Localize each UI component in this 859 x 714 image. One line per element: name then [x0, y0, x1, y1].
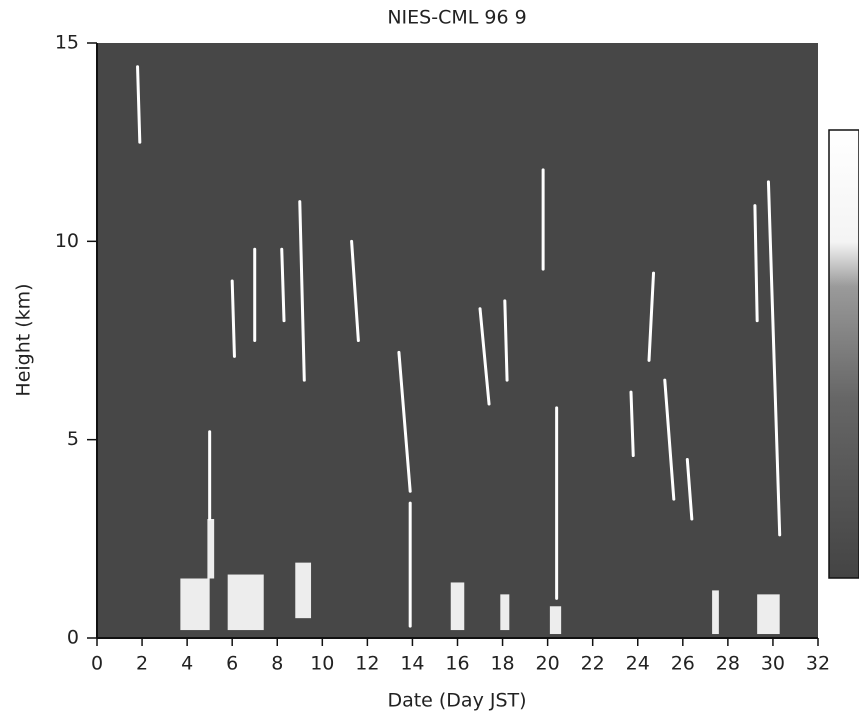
cloud-streak: [685, 458, 694, 521]
cloud-patch: [712, 590, 719, 635]
chart-title: NIES-CML 96 9: [387, 7, 526, 29]
x-tick-label: 28: [716, 653, 740, 675]
cloud-streak: [397, 350, 412, 493]
x-tick-label: 30: [761, 653, 785, 675]
x-tick-label: 22: [581, 653, 605, 675]
cloud-streak: [629, 390, 635, 458]
x-tick-label: 20: [536, 653, 560, 675]
x-tick-label: 16: [445, 653, 469, 675]
cloud-streak: [350, 239, 360, 342]
cloud-patch: [500, 594, 510, 631]
x-axis-label: Date (Day JST): [387, 690, 526, 712]
x-tick-label: 26: [671, 653, 695, 675]
plot-area: [97, 43, 818, 638]
cloud-streak: [503, 299, 509, 382]
cloud-patch: [757, 594, 780, 635]
cloud-streak: [280, 247, 286, 323]
cloud-streak: [663, 378, 676, 501]
cloud-streak: [766, 180, 782, 537]
cloud-patch: [450, 582, 465, 631]
x-tick-label: 8: [271, 653, 283, 675]
cloud-patch: [180, 578, 210, 631]
x-tick-label: 10: [310, 653, 334, 675]
x-tick-label: 2: [136, 653, 148, 675]
y-tick-label: 0: [67, 627, 79, 649]
y-tick-label: 15: [55, 32, 79, 54]
cloud-streak: [753, 204, 759, 323]
x-tick-label: 4: [181, 653, 193, 675]
y-axis-label: Height (km): [13, 283, 35, 396]
x-tick-label: 32: [806, 653, 830, 675]
x-tick-label: 18: [490, 653, 514, 675]
colorbar: [828, 129, 859, 579]
cloud-streak: [298, 200, 306, 382]
cloud-patch: [549, 606, 562, 635]
cloud-patch: [207, 519, 215, 579]
cloud-streak: [230, 279, 236, 358]
cloud-patch: [227, 574, 264, 631]
x-tick-label: 12: [355, 653, 379, 675]
x-tick-label: 24: [626, 653, 650, 675]
cloud-patch: [295, 562, 312, 619]
cloud-streak: [136, 65, 142, 144]
cloud-streak: [647, 271, 656, 362]
cloud-streak: [478, 307, 491, 406]
x-tick-label: 6: [226, 653, 238, 675]
y-tick-label: 5: [67, 428, 79, 450]
x-tick-label: 0: [91, 653, 103, 675]
y-tick-label: 10: [55, 230, 79, 252]
x-tick-label: 14: [400, 653, 424, 675]
